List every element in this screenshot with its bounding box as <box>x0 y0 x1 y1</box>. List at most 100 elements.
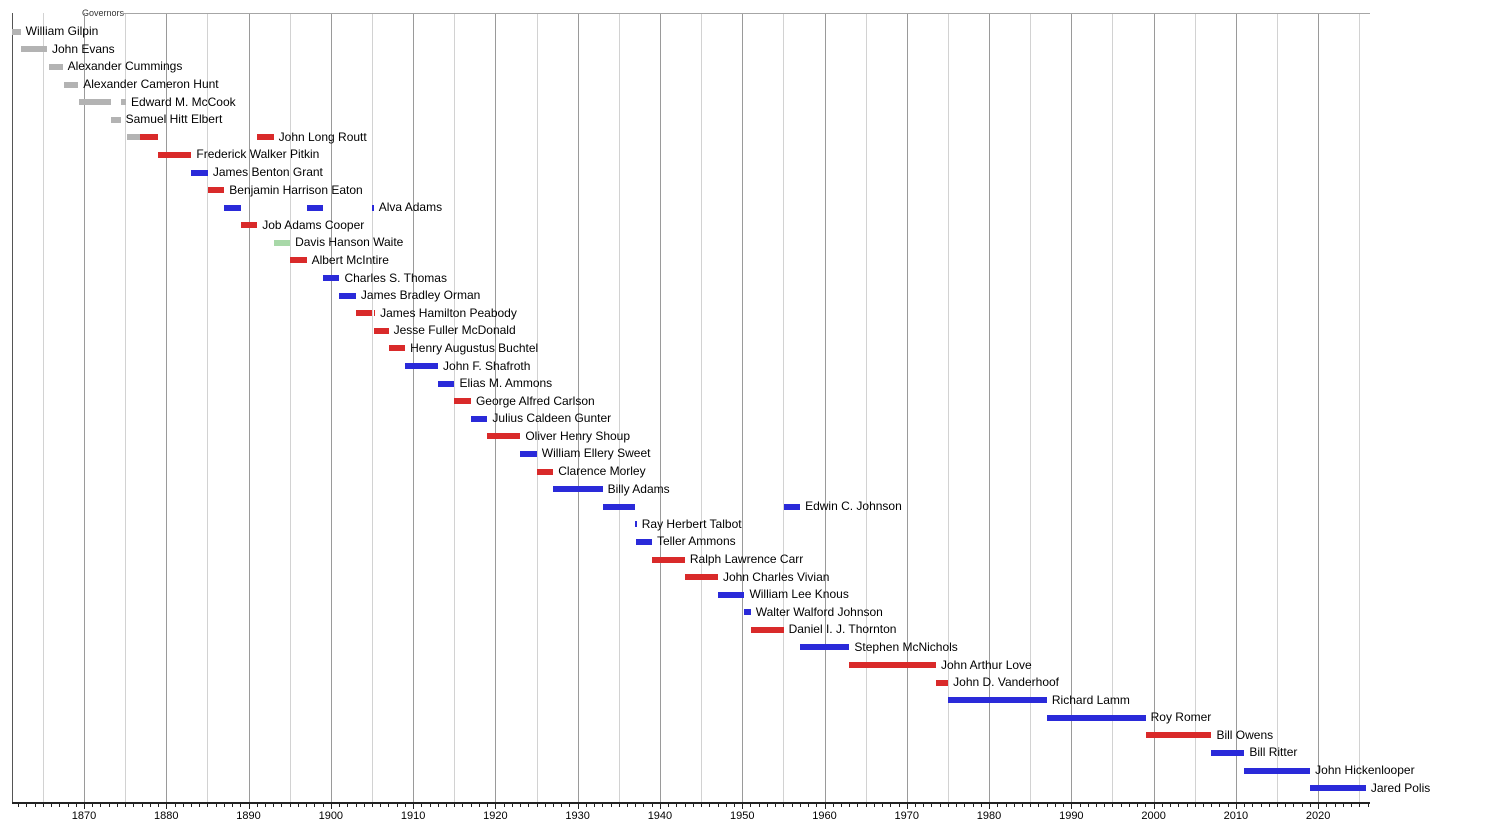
axis-tick <box>906 804 908 809</box>
axis-tick <box>775 804 777 807</box>
term-bar <box>470 415 488 422</box>
axis-tick-label: 2020 <box>1305 810 1331 822</box>
gridline <box>783 13 785 802</box>
governor-label: John Evans <box>51 41 115 56</box>
axis-tick <box>536 804 538 807</box>
governors-header-line <box>122 13 1370 14</box>
axis-tick <box>947 804 949 807</box>
axis-tick <box>668 804 670 807</box>
gridline <box>536 13 538 802</box>
term-bar <box>1310 785 1366 792</box>
axis-tick <box>808 804 810 807</box>
axis-tick <box>116 804 118 807</box>
term-bar <box>536 468 554 475</box>
gridline <box>618 13 620 802</box>
axis-tick-label: 1900 <box>318 810 344 822</box>
axis-tick <box>34 804 36 807</box>
axis-tick <box>1096 804 1098 807</box>
term-bar <box>323 275 340 282</box>
axis-tick <box>890 804 892 807</box>
axis-tick-label: 1970 <box>894 810 919 822</box>
axis-tick <box>725 804 727 807</box>
axis-tick-label: 1870 <box>71 810 97 822</box>
axis-tick <box>840 804 842 807</box>
term-bar <box>684 574 718 581</box>
axis-tick <box>618 804 620 807</box>
axis-tick <box>1326 804 1328 807</box>
governor-label: Davis Hanson Waite <box>295 235 404 250</box>
axis-tick <box>528 804 530 807</box>
axis-tick <box>544 804 546 807</box>
gridline <box>495 13 497 802</box>
axis-tick <box>330 804 332 809</box>
axis-tick <box>799 804 801 807</box>
term-bar <box>553 486 603 493</box>
axis-tick-label: 1980 <box>976 810 1002 822</box>
axis-tick <box>322 804 324 807</box>
term-bar <box>120 99 126 106</box>
axis-tick <box>166 804 168 809</box>
term-bar <box>717 591 745 598</box>
gridline <box>989 13 991 802</box>
gridline <box>1318 13 1320 802</box>
axis-tick-label: 2010 <box>1223 810 1249 822</box>
term-bar <box>20 46 47 53</box>
axis-tick <box>709 804 711 807</box>
term-bar <box>290 257 307 264</box>
axis-tick <box>585 804 587 807</box>
axis-tick <box>750 804 752 807</box>
axis-tick <box>1277 804 1279 807</box>
governor-label: Alexander Cummings <box>67 59 183 74</box>
axis-tick-label: 1950 <box>729 810 755 822</box>
axis-tick <box>939 804 941 807</box>
axis-tick <box>989 804 991 809</box>
gridline <box>1112 13 1114 802</box>
axis-tick <box>676 804 678 807</box>
term-bar <box>339 292 356 299</box>
gridline <box>906 13 908 802</box>
axis-tick <box>1013 804 1015 807</box>
axis-tick <box>207 804 209 807</box>
axis-tick <box>1202 804 1204 807</box>
axis-tick <box>1318 804 1320 809</box>
axis-tick <box>396 804 398 807</box>
term-bar <box>1244 767 1311 774</box>
governor-label: Teller Ammons <box>656 534 736 549</box>
axis-tick <box>898 804 900 807</box>
term-bar <box>487 433 521 440</box>
axis-tick <box>816 804 818 807</box>
gridline <box>577 13 579 802</box>
axis-tick <box>1170 804 1172 807</box>
gridline <box>248 13 250 802</box>
term-bar <box>935 679 949 686</box>
axis-tick <box>882 804 884 807</box>
governor-label: Alva Adams <box>378 200 443 215</box>
axis-tick <box>215 804 217 807</box>
axis-tick <box>602 804 604 807</box>
governor-label: Billy Adams <box>607 481 670 496</box>
term-bar <box>374 327 389 334</box>
axis-tick <box>1063 804 1065 807</box>
axis-tick <box>421 804 423 807</box>
gridline <box>947 13 949 802</box>
gridline <box>42 13 44 802</box>
axis-tick <box>495 804 497 809</box>
term-bar <box>11 28 21 35</box>
term-bar <box>635 538 652 545</box>
term-bar <box>273 239 291 246</box>
term-bar <box>224 204 241 211</box>
axis-start-line <box>11 13 14 802</box>
axis-tick <box>182 804 184 807</box>
governor-label: Ray Herbert Talbot <box>641 516 742 531</box>
term-bar <box>79 99 112 106</box>
gridline <box>865 13 867 802</box>
axis-tick <box>256 804 258 807</box>
governor-label: Jesse Fuller McDonald <box>393 323 516 338</box>
term-bar <box>405 363 439 369</box>
axis-tick <box>783 804 785 807</box>
governor-label: James Bradley Orman <box>360 288 481 303</box>
axis-tick <box>643 804 645 807</box>
axis-tick <box>371 804 373 807</box>
axis-tick <box>733 804 735 807</box>
